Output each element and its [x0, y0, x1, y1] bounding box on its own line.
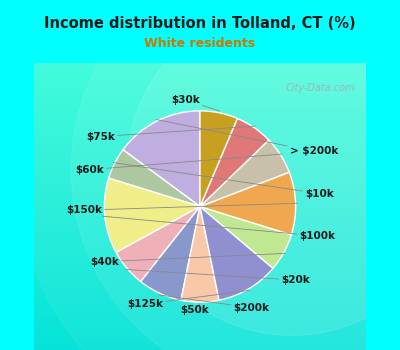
Wedge shape: [200, 140, 289, 206]
Text: > $200k: > $200k: [156, 119, 338, 156]
Text: $30k: $30k: [171, 95, 220, 111]
Circle shape: [71, 0, 400, 350]
Circle shape: [126, 4, 400, 335]
Text: $40k: $40k: [90, 253, 286, 267]
Circle shape: [16, 0, 400, 350]
Text: $100k: $100k: [103, 216, 336, 241]
Text: $150k: $150k: [66, 203, 298, 215]
Text: $75k: $75k: [86, 126, 255, 142]
Wedge shape: [104, 178, 200, 252]
Text: $20k: $20k: [126, 270, 310, 285]
Wedge shape: [200, 172, 296, 235]
Wedge shape: [200, 111, 237, 206]
Text: $200k: $200k: [159, 295, 270, 313]
Wedge shape: [181, 206, 219, 302]
Wedge shape: [141, 206, 200, 300]
Wedge shape: [116, 206, 200, 282]
Text: White residents: White residents: [144, 37, 256, 50]
Text: $50k: $50k: [180, 304, 209, 315]
Text: $10k: $10k: [113, 162, 334, 198]
Text: $60k: $60k: [75, 154, 282, 175]
Text: Income distribution in Tolland, CT (%): Income distribution in Tolland, CT (%): [44, 16, 356, 31]
Wedge shape: [200, 206, 273, 300]
Wedge shape: [123, 111, 200, 206]
Text: City-Data.com: City-Data.com: [286, 83, 356, 93]
Wedge shape: [200, 206, 291, 268]
Wedge shape: [109, 150, 200, 206]
Text: $125k: $125k: [127, 290, 250, 309]
Wedge shape: [200, 118, 269, 206]
